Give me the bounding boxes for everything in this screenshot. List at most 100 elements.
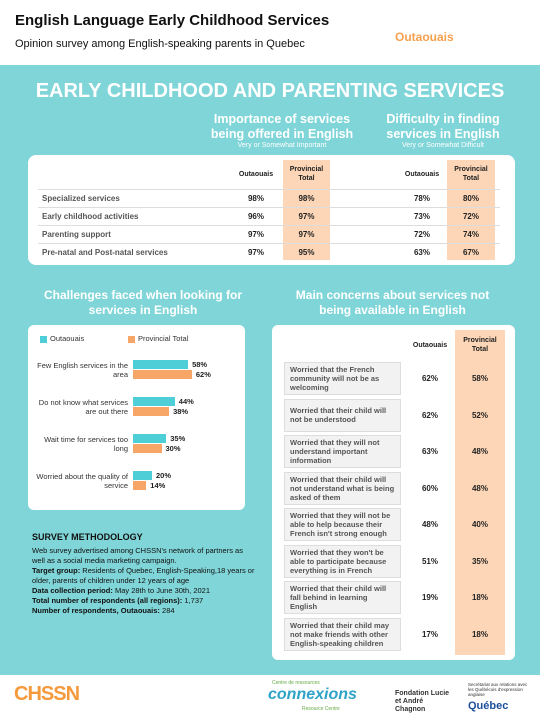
- cell-value: 62%: [421, 374, 438, 383]
- column-header: Provincial Total: [463, 337, 497, 353]
- cell-value: 67%: [462, 247, 479, 257]
- concern-label: Worried that their child will not unders…: [284, 471, 401, 505]
- cell-value: 97%: [298, 229, 315, 239]
- value-label: 14%: [150, 481, 166, 490]
- methodology-item: Target group: Residents of Quebec, Engli…: [32, 566, 256, 586]
- logo-small: Centre de ressources: [272, 680, 320, 686]
- item-label: Total number of respondents (all regions…: [32, 596, 183, 605]
- column-header: Provincial Total: [289, 166, 324, 182]
- row-line: [38, 243, 500, 244]
- column-header: Outaouais: [404, 170, 440, 178]
- bar: [133, 360, 189, 369]
- legend-label: Outaouais: [50, 334, 85, 343]
- concerns-title: Main concerns about services not being a…: [295, 288, 490, 317]
- value-label: 30%: [165, 444, 181, 453]
- row-label: Parenting support: [42, 229, 111, 239]
- cell-value: 17%: [421, 629, 438, 639]
- cell-value: 48%: [421, 520, 438, 529]
- category-label: Wait time for services too long: [44, 435, 128, 453]
- cell-value: 48%: [471, 483, 488, 493]
- cell-value: 40%: [471, 520, 488, 529]
- cell-value: 58%: [471, 374, 488, 383]
- concern-label: Worried that their child may not make fr…: [284, 617, 401, 651]
- cell-value: 18%: [471, 629, 488, 639]
- cell-value: 95%: [298, 247, 315, 257]
- item-text: Residents of Quebec, English-Speaking,18…: [32, 566, 255, 585]
- group-title: Difficulty in finding services in Englis…: [386, 112, 500, 141]
- cell-value: 80%: [462, 193, 479, 203]
- row-line: [38, 207, 500, 208]
- row-line: [38, 189, 500, 190]
- item-label: Target group:: [32, 566, 81, 575]
- highlight-column: [455, 330, 505, 655]
- region: Outaouais: [395, 30, 454, 44]
- methodology-item: Number of respondents, Outaouais: 284: [32, 606, 256, 616]
- cell-value: 73%: [413, 211, 430, 221]
- cell-value: 18%: [471, 593, 488, 602]
- column-header: Outaouais: [412, 341, 448, 349]
- concern-label: Worried that the French community will n…: [284, 362, 401, 395]
- concern-label: Worried that their child will fall behin…: [284, 581, 401, 614]
- legend-swatch: [40, 336, 47, 343]
- table-box: [28, 155, 515, 265]
- value-label: 20%: [156, 471, 172, 480]
- row-label: Specialized services: [42, 193, 120, 203]
- cell-value: 74%: [462, 229, 479, 239]
- chart-title: Challenges faced when looking for servic…: [43, 288, 243, 317]
- bar: [133, 481, 147, 490]
- cell-value: 60%: [421, 483, 438, 493]
- row-label: Early childhood activities: [42, 211, 139, 221]
- cell-value: 19%: [421, 593, 438, 602]
- logo-connexions: connexions: [268, 686, 357, 703]
- section-title: EARLY CHILDHOOD AND PARENTING SERVICES: [35, 80, 505, 102]
- methodology-item: Total number of respondents (all regions…: [32, 596, 256, 606]
- bar: [133, 471, 152, 480]
- value-label: 35%: [170, 434, 186, 443]
- legend-swatch: [128, 336, 135, 343]
- cell-value: 62%: [421, 410, 438, 420]
- item-label: Data collection period:: [32, 586, 113, 595]
- item-text: May 28th to June 30th, 2021: [114, 586, 211, 595]
- column-header: Outaouais: [238, 170, 274, 178]
- bar: [133, 434, 167, 443]
- cell-value: 98%: [298, 193, 315, 203]
- cell-value: 72%: [413, 229, 430, 239]
- cell-value: 72%: [462, 211, 479, 221]
- item-label: Number of respondents, Outaouais:: [32, 606, 160, 615]
- category-label: Do not know what services are out there: [38, 398, 128, 416]
- cell-value: 63%: [413, 247, 430, 257]
- concern-label: Worried that they will not understand im…: [284, 435, 401, 468]
- category-label: Few English services in the area: [37, 361, 128, 379]
- cell-value: 35%: [471, 556, 488, 566]
- cell-value: 98%: [247, 193, 264, 203]
- row-label: Pre-natal and Post-natal services: [42, 247, 168, 257]
- item-text: 284: [162, 606, 175, 615]
- cell-value: 63%: [421, 447, 438, 456]
- cell-value: 52%: [471, 410, 488, 420]
- bar: [133, 397, 175, 406]
- methodology-description: Web survey advertised among CHSSN's netw…: [32, 546, 243, 565]
- group-title: Importance of services being offered in …: [210, 112, 354, 141]
- category-label: Worried about the quality of service: [36, 472, 128, 490]
- value-label: 62%: [195, 370, 211, 379]
- cell-value: 97%: [298, 211, 315, 221]
- logo-chssn: CHSSN: [14, 683, 80, 705]
- cell-value: 96%: [247, 211, 264, 221]
- value-label: 38%: [173, 407, 189, 416]
- column-header: Provincial Total: [454, 166, 488, 182]
- row-line: [38, 225, 500, 226]
- cell-value: 97%: [247, 247, 264, 257]
- subtitle: Opinion survey among English-speaking pa…: [15, 38, 305, 50]
- cell-value: 78%: [413, 193, 430, 203]
- cell-value: 48%: [471, 447, 488, 456]
- methodology-item: Data collection period: May 28th to June…: [32, 586, 256, 596]
- methodology-box: SURVEY METHODOLOGY Web survey advertised …: [26, 528, 262, 615]
- value-label: 58%: [192, 360, 208, 369]
- legend-label: Provincial Total: [138, 334, 189, 343]
- cell-value: 51%: [421, 556, 438, 566]
- title: English Language Early Childhood Service…: [15, 12, 330, 29]
- bar: [133, 444, 162, 453]
- cell-value: 97%: [247, 229, 264, 239]
- concern-label: Worried that they will not be able to he…: [284, 508, 401, 541]
